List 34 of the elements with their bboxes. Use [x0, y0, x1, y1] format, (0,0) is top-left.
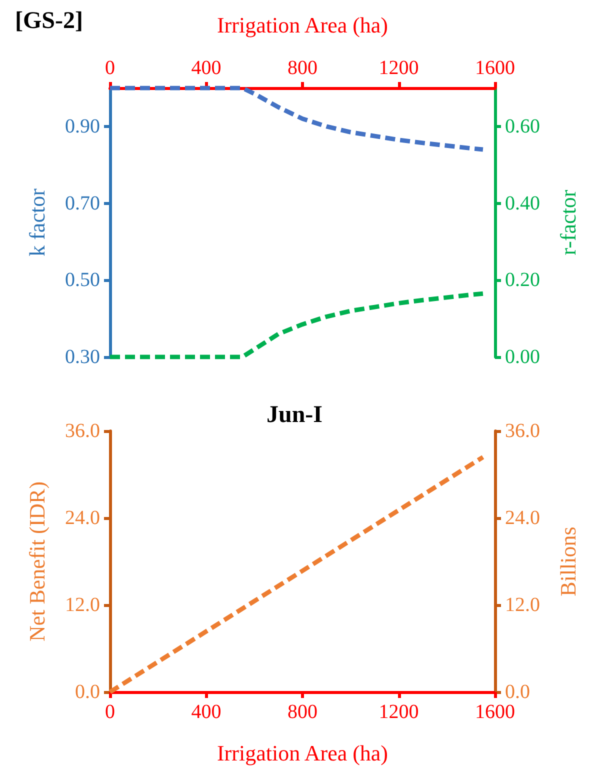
x-axis-title: Irrigation Area (ha) — [216, 12, 388, 38]
y-tick-label: 0.70 — [65, 192, 100, 214]
y-tick-label: 0.30 — [65, 346, 100, 368]
x-tick-label: 800 — [288, 701, 318, 723]
x-tick-label: 1200 — [378, 57, 419, 79]
y-tick-label: 0.90 — [65, 115, 100, 138]
x-tick-label: 1600 — [475, 57, 515, 79]
y2-tick-label: 0.40 — [505, 192, 540, 214]
y2-axis-title: r-factor — [556, 189, 580, 256]
y-tick-label: 24.0 — [65, 507, 100, 529]
y-tick-label: 12.0 — [65, 594, 100, 616]
chart-title: [GS-2] — [15, 8, 83, 34]
x-tick-label: 1200 — [378, 701, 419, 723]
y2-tick-label: 0.0 — [505, 681, 530, 703]
y2-tick-label: 24.0 — [505, 507, 540, 529]
x-axis-title: Irrigation Area (ha) — [216, 740, 388, 766]
y2-tick-label: 0.20 — [505, 269, 540, 292]
y-axis-title: Net Benefit (IDR) — [24, 481, 50, 642]
x-tick-label: 0 — [105, 57, 115, 79]
y2-axis-title: Billions — [556, 526, 580, 596]
x-tick-label: 400 — [191, 701, 222, 723]
y-tick-label: 0.50 — [65, 269, 100, 292]
y2-tick-label: 36.0 — [505, 420, 540, 442]
y2-tick-label: 0.60 — [505, 115, 540, 138]
y2-tick-label: 12.0 — [505, 594, 540, 616]
y-tick-label: 0.0 — [75, 681, 100, 703]
chart-title: Jun-I — [266, 402, 323, 428]
x-tick-label: 1600 — [475, 701, 515, 723]
x-tick-label: 800 — [288, 57, 318, 79]
y-tick-label: 36.0 — [65, 420, 100, 442]
y2-tick-label: 0.00 — [505, 346, 540, 368]
x-tick-label: 400 — [191, 57, 222, 79]
x-tick-label: 0 — [105, 701, 115, 723]
y-axis-title: k factor — [24, 188, 50, 256]
